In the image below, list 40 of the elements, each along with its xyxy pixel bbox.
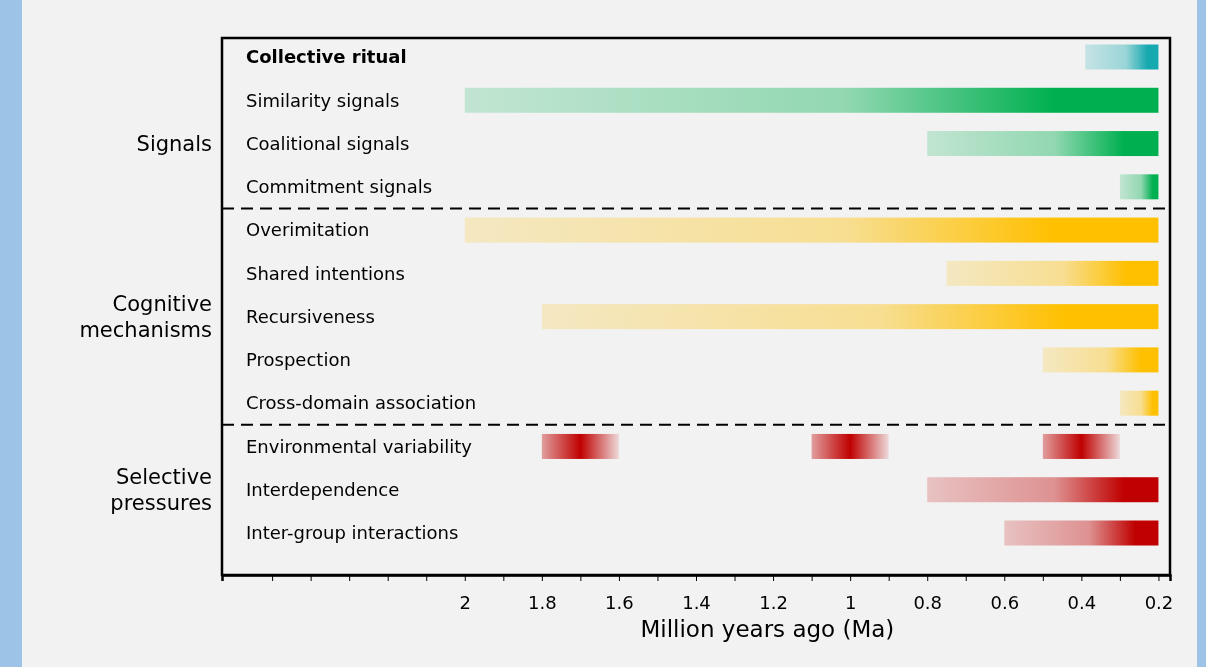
y-tick-label: Recursiveness [246,305,375,327]
y-tick-label: Prospection [246,349,351,371]
text: Signals [136,131,212,156]
bar [811,433,889,459]
bar [927,131,1159,157]
text: Selective pressures [110,465,212,516]
y-tick-label: Collective ritual [246,46,407,68]
x-tick-label: 0.2 [1144,592,1174,614]
x-tick-label: 1.6 [605,592,634,614]
x-tick-label: 1.4 [682,592,711,614]
bar [1085,44,1159,70]
x-axis-title: Million years ago (Ma) [640,616,895,642]
y-tick-label: Coalitional signals [246,132,410,154]
bar [1119,174,1159,200]
y-tick-label: Environmental variability [246,435,473,457]
x-tick-label: 1.8 [528,592,557,614]
x-tick-label: 1.2 [759,592,788,614]
bar [464,87,1159,113]
bar [1004,520,1159,546]
y-tick-label: Inter-group interactions [246,522,459,544]
bar [1119,390,1159,416]
x-tick-label: 2 [459,592,472,614]
x-tick-label: 0.4 [1067,592,1097,614]
x-tick-label: 0.8 [913,592,943,614]
x-tick-label: 0.6 [990,592,1020,614]
y-tick-label: Similarity signals [246,89,400,111]
y-tick-label: Commitment signals [246,176,433,198]
y-tick-label: Interdependence [246,479,400,501]
y-tick-label: Cross-domain association [246,392,477,414]
bar [946,260,1159,286]
y-tick-label: Overimitation [246,219,370,241]
bar [1042,347,1159,373]
x-tick-label: 1 [844,592,857,614]
bar [1042,433,1120,459]
bar [541,304,1159,330]
y-tick-label: Shared intentions [246,262,405,284]
bar [927,477,1159,503]
text: Cognitive mechanisms [79,291,212,343]
bar [464,217,1159,243]
bar [541,433,619,459]
